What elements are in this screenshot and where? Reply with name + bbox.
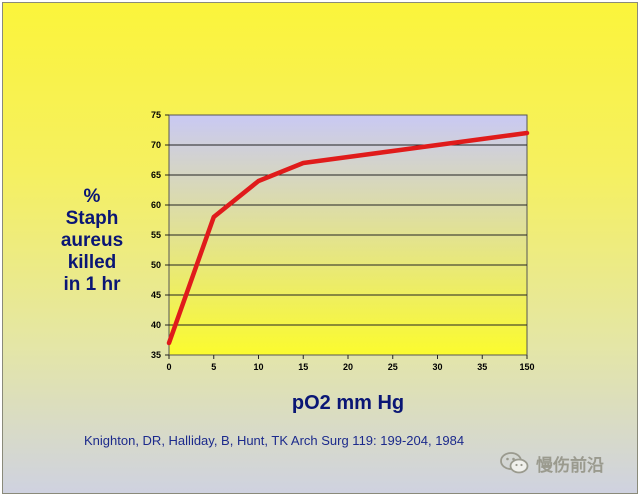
data-point — [167, 341, 171, 345]
data-point — [480, 137, 484, 141]
x-tick-label: 20 — [343, 362, 353, 372]
x-tick-label: 0 — [166, 362, 171, 372]
data-point — [391, 149, 395, 153]
data-point — [346, 155, 350, 159]
y-tick-label: 40 — [151, 320, 161, 330]
y-tick-label: 75 — [151, 110, 161, 120]
watermark-text: 慢伤前沿 — [536, 455, 604, 475]
x-tick-label: 25 — [388, 362, 398, 372]
y-tick-label: 70 — [151, 140, 161, 150]
x-axis-label: pO2 mm Hg — [291, 392, 405, 414]
x-tick-label: 35 — [477, 362, 487, 372]
x-tick-label: 15 — [298, 362, 308, 372]
data-series — [166, 130, 530, 346]
y-tick-label: 65 — [151, 170, 161, 180]
x-tick-label: 30 — [432, 362, 442, 372]
y-tick-label: 55 — [151, 230, 161, 240]
wechat-icon — [500, 452, 529, 474]
data-point — [212, 215, 216, 219]
data-point — [436, 143, 439, 147]
x-tick-label: 150 — [519, 362, 534, 372]
y-axis: 35 40 45 50 55 60 65 70 75 — [151, 110, 169, 360]
citation: Knighton, DR, Halliday, B, Hunt, TK Arch… — [84, 433, 465, 448]
y-tick-label: 45 — [151, 290, 161, 300]
data-point — [301, 161, 305, 165]
y-tick-label: 35 — [151, 350, 161, 360]
data-point — [257, 179, 260, 183]
x-axis: 0 5 10 15 20 25 30 35 150 — [166, 355, 535, 372]
watermark: 慢伤前沿 — [500, 450, 604, 476]
y-tick-label: 50 — [151, 260, 161, 270]
y-tick-label: 60 — [151, 200, 161, 210]
y-axis-label: % Staph aureus killed in 1 hr — [60, 186, 124, 295]
data-point — [525, 131, 529, 135]
x-tick-label: 10 — [253, 362, 263, 372]
x-tick-label: 5 — [211, 362, 216, 372]
